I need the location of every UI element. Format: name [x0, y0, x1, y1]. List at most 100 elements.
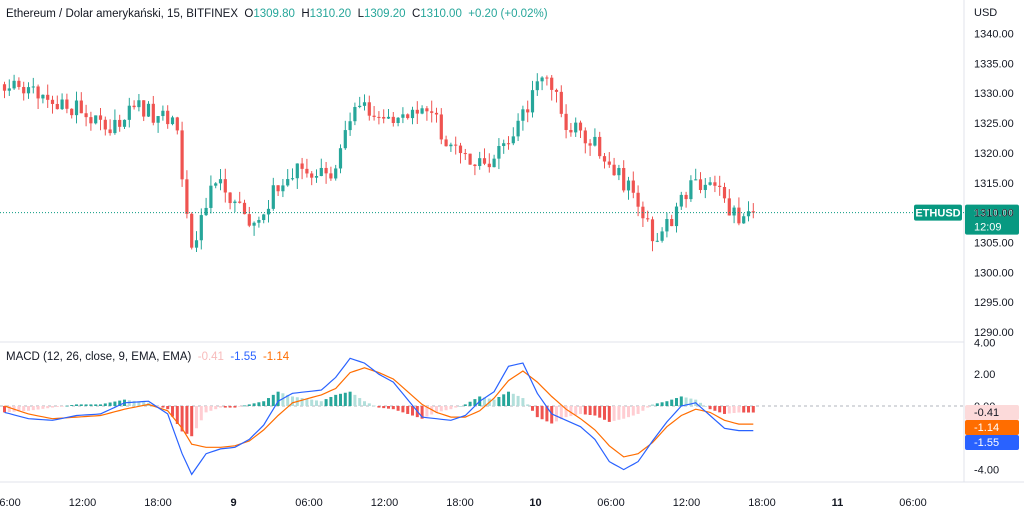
- candle-body: [444, 139, 448, 147]
- signal-value-tag: -1.14: [974, 422, 999, 434]
- histogram-bar: [732, 406, 736, 413]
- histogram-bar: [583, 406, 587, 415]
- candle-body: [732, 207, 736, 216]
- candle-body: [358, 105, 362, 108]
- histogram-bar: [84, 404, 88, 406]
- candle-body: [708, 182, 712, 185]
- macd-legend: MACD (12, 26, close, 9, EMA, EMA) -0.41 …: [6, 351, 289, 363]
- histogram-bar: [70, 405, 74, 406]
- last-price-tag-bg: [965, 204, 1019, 235]
- macd-tick-label: 2.00: [974, 369, 995, 381]
- histogram-bar: [17, 406, 21, 412]
- candle-body: [535, 81, 539, 91]
- histogram-bar: [497, 396, 501, 406]
- candle-body: [65, 99, 69, 109]
- candle-body: [170, 117, 175, 125]
- histogram-bar: [310, 399, 314, 406]
- candle-body: [521, 109, 525, 121]
- histogram-bar: [132, 400, 136, 406]
- histogram-bar: [713, 406, 717, 411]
- candle-body: [46, 94, 50, 100]
- histogram-bar: [348, 391, 352, 406]
- candle-body: [617, 168, 621, 176]
- histogram-bar: [156, 406, 160, 407]
- candle-body: [286, 179, 290, 186]
- histogram-bar: [751, 406, 755, 413]
- histogram-bar: [502, 394, 506, 406]
- candle-body: [310, 173, 314, 178]
- macd-title[interactable]: MACD (12, 26, close, 9, EMA, EMA): [6, 351, 192, 363]
- candle-body: [31, 86, 35, 88]
- candle-body: [252, 222, 256, 226]
- time-tick-label: 12:00: [673, 497, 701, 509]
- time-tick-label: 06:00: [0, 497, 21, 509]
- candle-body: [17, 80, 21, 87]
- candle-body: [602, 156, 607, 162]
- candle-body: [497, 145, 501, 159]
- candle-body: [372, 115, 376, 117]
- candle-body: [569, 129, 573, 133]
- histogram-bar: [228, 406, 232, 408]
- candle-body: [583, 130, 587, 144]
- macd-tick-label: 4.00: [974, 337, 995, 349]
- symbol-title[interactable]: Ethereum / Dolar amerykański, 15, BITFIN…: [6, 8, 238, 20]
- histogram-bar: [516, 395, 520, 406]
- price-tick-label: 1325.00: [974, 118, 1014, 130]
- histogram-bar: [257, 402, 261, 406]
- candle-body: [247, 214, 251, 226]
- candle-body: [430, 111, 434, 113]
- candle-body: [353, 107, 357, 122]
- histogram-bar: [51, 406, 54, 408]
- open-label: O: [244, 8, 254, 20]
- candle-body: [12, 80, 16, 89]
- histogram-bar: [319, 401, 323, 406]
- histogram-bar: [574, 406, 578, 416]
- candle-body: [108, 129, 112, 134]
- histogram-bar: [454, 406, 458, 408]
- histogram-bar: [99, 404, 102, 406]
- candle-body: [396, 117, 400, 123]
- candle-body: [228, 192, 232, 204]
- price-tick-label: 1310.00: [974, 208, 1014, 220]
- candle-body: [55, 103, 59, 110]
- candle-body: [607, 161, 611, 165]
- candle-body: [713, 182, 717, 186]
- candle-body: [190, 213, 194, 248]
- candle-body: [295, 163, 299, 179]
- histogram-bar: [703, 406, 707, 407]
- histogram-bar: [622, 406, 626, 419]
- histogram-bar: [723, 406, 726, 414]
- histogram-bar: [579, 406, 582, 414]
- candle-body: [367, 102, 371, 116]
- candle-body: [665, 218, 669, 232]
- histogram-bar: [684, 397, 688, 406]
- time-tick-label: 10: [529, 497, 541, 509]
- candle-body: [386, 116, 391, 119]
- histogram-bar: [396, 406, 400, 411]
- candle-body: [242, 202, 247, 215]
- histogram-bar: [377, 406, 381, 408]
- histogram-bar: [367, 403, 371, 406]
- candle-body: [401, 114, 405, 118]
- histogram-bar: [7, 406, 11, 413]
- histogram-bar: [636, 406, 640, 414]
- histogram-bar: [660, 402, 664, 406]
- histogram-bar: [531, 406, 534, 411]
- histogram-bar: [262, 401, 266, 406]
- histogram-bar: [588, 406, 592, 416]
- histogram-bar: [439, 406, 443, 412]
- candle-body: [439, 114, 443, 140]
- price-tick-label: 1330.00: [974, 88, 1014, 100]
- price-tick-label: 1320.00: [974, 148, 1014, 160]
- candle-body: [482, 158, 487, 164]
- candle-body: [70, 108, 74, 116]
- hist-value-tag-bg: [965, 405, 1019, 420]
- candle-body: [631, 180, 635, 193]
- histogram-bar: [343, 392, 347, 406]
- histogram-bar: [247, 404, 251, 406]
- histogram-bar: [463, 404, 467, 406]
- candle-body: [89, 117, 93, 124]
- histogram-bar: [598, 406, 602, 418]
- histogram-bar: [742, 406, 746, 413]
